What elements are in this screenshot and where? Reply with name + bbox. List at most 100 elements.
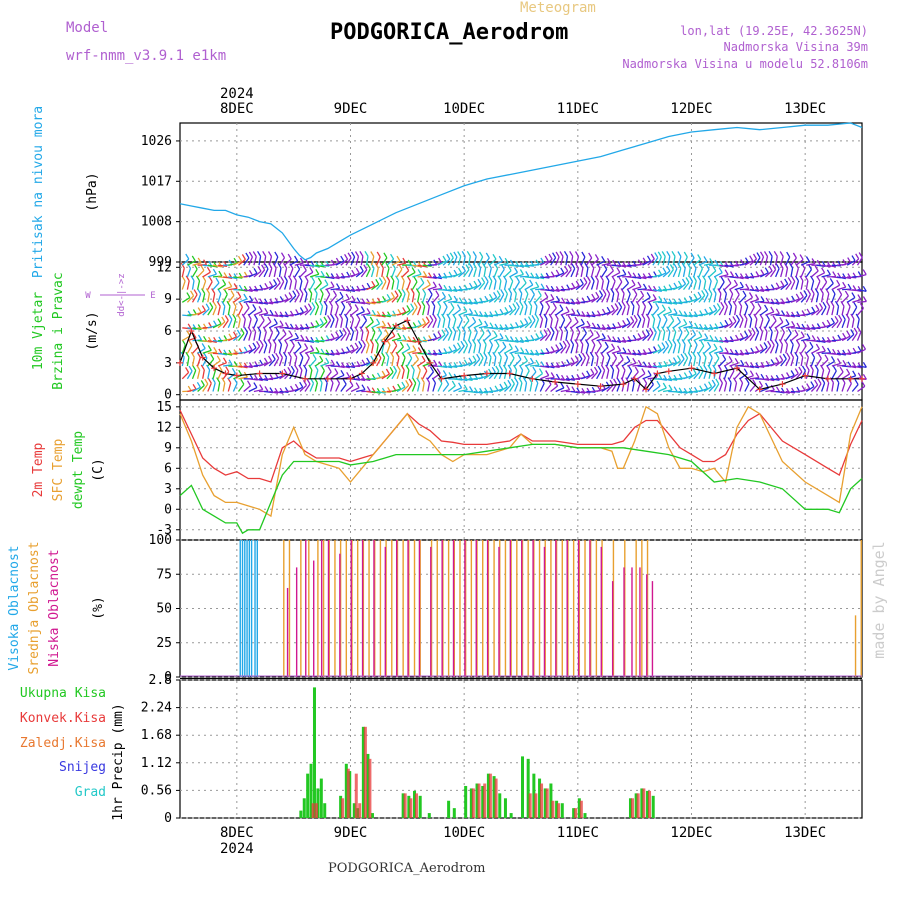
wind-barb — [422, 264, 432, 267]
wind-barb — [381, 333, 389, 342]
wind-barb — [585, 257, 593, 266]
wind-barb-flag — [560, 267, 565, 274]
wind-barb — [672, 321, 681, 329]
wind-barb-flag — [774, 326, 779, 333]
precip-bar-0 — [646, 790, 650, 818]
wind-barb-flag — [615, 288, 620, 294]
wind-barb — [181, 280, 186, 290]
wind-barb-flag — [787, 327, 792, 334]
x-tick-label-top: 10DEC — [443, 101, 485, 117]
wind-barb-flag — [465, 264, 470, 270]
wind-barb — [647, 332, 654, 341]
wind-barb — [703, 311, 713, 316]
wind-barb-flag — [186, 292, 191, 298]
wind-barb — [586, 298, 596, 303]
wind-barb — [770, 313, 780, 316]
y-tick-label: 3 — [164, 482, 172, 497]
wind-barb — [499, 327, 509, 331]
wind-barb — [401, 348, 411, 354]
wind-barb — [842, 352, 852, 356]
wind-barb-flag — [190, 351, 195, 358]
wind-barb — [330, 276, 340, 280]
wind-barb — [258, 312, 268, 316]
wind-barb-flag — [287, 366, 292, 373]
wind-barb-flag — [389, 366, 394, 373]
wind-barb-flag — [275, 327, 280, 334]
wind-barb — [678, 390, 688, 394]
wind-barb — [233, 276, 243, 279]
wind-barb-flag — [598, 290, 604, 296]
wind-barb-flag — [504, 257, 509, 264]
wind-barb — [304, 280, 309, 290]
y-tick-label: 9 — [164, 441, 172, 456]
wind-barb — [544, 318, 548, 328]
wind-barb — [258, 362, 268, 367]
wind-barb-flag — [645, 313, 650, 320]
wind-barb — [816, 350, 826, 354]
wind-barb-flag — [666, 265, 671, 272]
wind-barb-flag — [591, 322, 596, 329]
wind-barb-flag — [448, 326, 453, 333]
y-tick-label: 0.56 — [141, 783, 172, 798]
wind-barb — [386, 314, 396, 317]
wind-barb — [616, 359, 624, 367]
wind-barb-flag — [438, 257, 443, 264]
wind-barb — [314, 306, 320, 316]
wind-barb — [708, 293, 713, 303]
wind-barb — [657, 387, 667, 393]
wind-barb — [268, 256, 273, 266]
wind-barb — [673, 285, 682, 291]
wind-barb-flag — [386, 293, 391, 300]
wind-barb — [693, 280, 697, 290]
wind-barb — [816, 307, 823, 316]
wind-barb — [504, 327, 514, 330]
wind-barb-flag — [605, 275, 610, 282]
wind-barb — [232, 306, 237, 316]
wind-barb — [463, 312, 473, 316]
wind-barb-flag — [581, 372, 586, 379]
wind-barb — [790, 357, 795, 367]
wind-barb-flag — [732, 316, 737, 322]
wind-barb-flag — [861, 380, 866, 387]
wind-barb — [611, 357, 618, 367]
wind-barb-flag — [648, 301, 653, 308]
wind-barb — [698, 357, 702, 367]
wind-barb-flag — [850, 329, 855, 335]
wind-barb-flag — [456, 304, 462, 310]
wind-barb-flag — [433, 333, 438, 339]
wind-barb — [688, 373, 697, 380]
wind-barb — [191, 370, 197, 380]
wind-barb-flag — [369, 316, 374, 323]
wind-barb — [800, 357, 804, 367]
wind-barb-flag — [780, 327, 785, 333]
wind-barb-flag — [456, 326, 461, 333]
wind-barb-flag — [448, 372, 453, 378]
wind-barb-flag — [346, 346, 351, 353]
wind-barb — [468, 256, 471, 266]
wind-barb — [734, 294, 740, 303]
wind-barb — [488, 258, 497, 266]
wind-barb — [468, 301, 478, 305]
precip-bar-1 — [488, 773, 492, 818]
wind-barb-flag — [669, 264, 674, 270]
wind-barb — [350, 387, 360, 393]
wind-barb — [453, 288, 463, 292]
wind-barb — [724, 282, 732, 291]
wind-barb — [473, 323, 483, 329]
wind-barb-flag — [226, 300, 231, 307]
wind-barb — [365, 268, 371, 278]
wind-barb-flag — [243, 346, 248, 353]
wind-barb-flag — [862, 361, 867, 368]
wind-barb — [227, 382, 232, 392]
wind-barb — [411, 369, 415, 379]
wind-barb — [416, 370, 421, 379]
wind-barb — [207, 382, 212, 392]
wind-barb — [494, 388, 504, 393]
wind-barb-flag — [277, 262, 282, 269]
wind-barb — [841, 335, 851, 342]
wind-barb — [182, 314, 192, 317]
wind-barb-flag — [825, 288, 830, 294]
precip-bar-0 — [401, 793, 405, 818]
wind-barb-flag — [548, 253, 553, 260]
wind-barb-flag — [351, 295, 356, 302]
